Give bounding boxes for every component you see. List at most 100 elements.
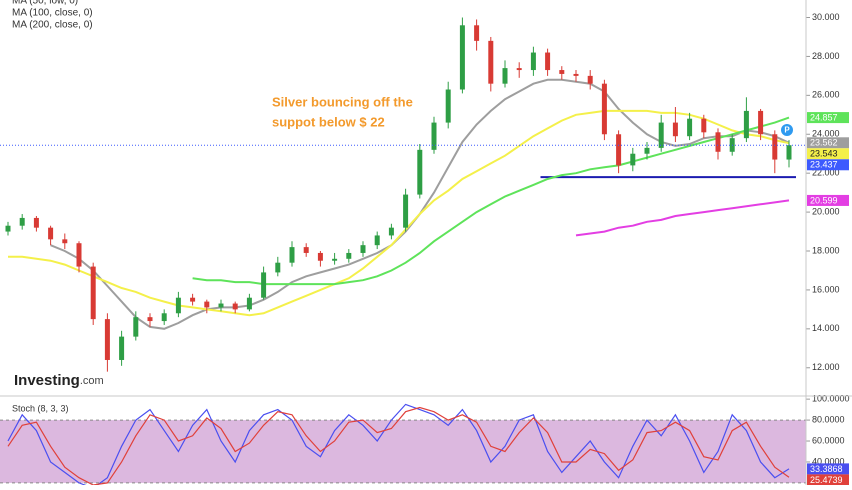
line [7,403,790,485]
candle-body [332,258,338,261]
candle-body [431,122,437,150]
candle-body [346,252,352,259]
candle-body [232,303,238,310]
logo: Investing.com [14,372,104,389]
y-tick-label: 60.0000 [812,435,845,445]
candle-body [175,297,181,314]
candle-body [388,227,394,236]
line [192,116,790,286]
candle-body [190,297,196,302]
y-tick-label: 24.000 [812,129,840,139]
candle-body [275,262,281,273]
candle-body [104,319,110,360]
y-tick-label: 80.0000 [812,414,845,424]
candle-body [317,252,323,261]
y-tick-label: 20.000 [812,206,840,216]
candle-body [360,245,366,253]
y-tick-label: 12.000 [812,362,840,372]
y-tick-label: 14.000 [812,323,840,333]
candle-body [559,70,565,74]
candle-body [19,217,25,226]
y-tick-label: 18.000 [812,245,840,255]
annotation: Silver bouncing off the [272,94,413,109]
value-tag-bg [807,463,849,475]
candle-body [403,194,409,228]
candle-body [474,25,480,41]
y-tick-label: 28.000 [812,51,840,61]
overbought-band [0,420,806,483]
candle-body [261,272,267,298]
stoch-panel [0,403,806,485]
candle-body [289,247,295,263]
candle-body [687,118,693,137]
candle-body [119,336,125,360]
candle-body [701,118,707,133]
value-tag-bg [807,148,849,160]
logo-suffix: .com [80,375,104,387]
value-tag-bg [807,112,849,124]
y-tick-label: 26.000 [812,90,840,100]
candle-body [374,235,380,246]
candle-body [502,68,508,84]
candle-body [601,83,607,135]
candle-body [587,75,593,84]
value-tag-bg [807,137,849,149]
candle-body [218,303,224,308]
value-tag-bg [807,474,849,486]
y-tick-label: 30.000 [812,12,840,22]
candle-body [459,25,465,90]
marker-icon [781,124,793,136]
candle-body [48,227,54,240]
value-tag-bg [807,159,849,171]
candle-body [90,266,96,320]
value-tag: 23.437 [810,160,838,170]
value-tag: 20.599 [810,195,838,205]
legend-entry: MA (50, low, 0) [12,0,78,7]
line [7,406,790,485]
candle-body [488,40,494,84]
candle-body [204,301,210,308]
y-tick-label: 100.0000 [812,394,850,404]
candle-body [516,68,522,71]
y-tick-label: 22.000 [812,168,840,178]
candle-body [658,122,664,148]
line [8,109,790,317]
value-tag: 33.3868 [810,464,843,474]
candle-body [62,239,68,244]
indicator-title: Stoch (8, 3, 3) [12,403,69,413]
candle-body [530,52,536,71]
overlay: 12.000 14.000 16.000 18.000 20.000 22.000 24.0… [12,0,850,486]
candle-body [33,217,39,228]
candle-body [573,73,579,76]
line [575,199,790,237]
marker-label: P [784,126,790,135]
value-tag: 23.543 [810,149,838,159]
candle-body [545,52,551,71]
y-tick-label: 40.0000 [812,456,845,466]
candle-body [246,297,252,310]
candle-body [772,134,778,160]
value-tag: 23.562 [810,138,838,148]
candle-body [445,89,451,123]
price-panel [0,17,806,372]
candle-body [133,317,139,337]
value-tag: 25.4739 [810,475,843,485]
candle-body [76,243,82,267]
value-tag-bg [807,194,849,206]
legend-entry: MA (200, close, 0) [12,20,93,31]
logo-name: Investing [14,372,80,389]
candle-body [303,247,309,253]
candle-body [758,110,764,135]
candle-body [644,147,650,154]
candle-body [630,153,636,166]
annotation: suppot below $ 22 [272,114,385,129]
candle-body [616,134,622,166]
candle-body [417,149,423,195]
value-tag: 24.857 [810,112,838,122]
candle-body [743,110,749,139]
legend-entry: MA (100, close, 0) [12,8,93,19]
candle-body [161,313,167,322]
candle-body [672,122,678,137]
